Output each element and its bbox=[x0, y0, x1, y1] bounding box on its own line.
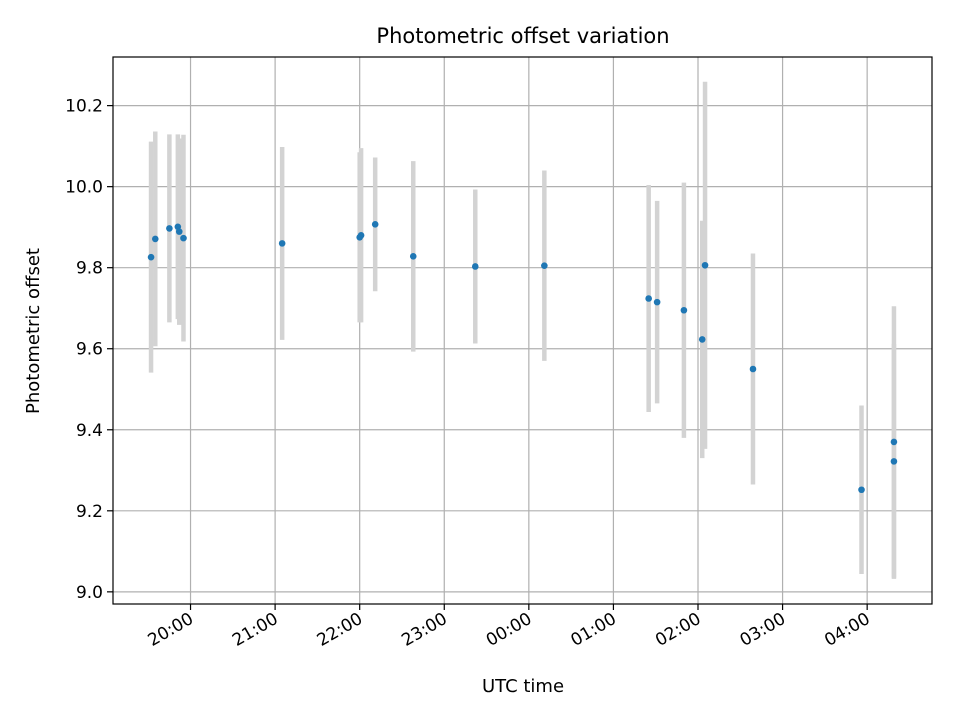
data-point bbox=[701, 261, 709, 269]
data-point bbox=[166, 225, 173, 232]
data-point bbox=[890, 438, 898, 446]
data-point bbox=[151, 235, 159, 243]
y-tick-label: 10.0 bbox=[65, 178, 103, 198]
x-axis-title: UTC time bbox=[482, 676, 564, 697]
data-point bbox=[175, 228, 183, 235]
data-point bbox=[698, 336, 706, 343]
y-tick-label: 10.2 bbox=[65, 97, 103, 117]
data-point bbox=[858, 486, 865, 494]
y-tick-label: 9.6 bbox=[76, 340, 103, 360]
data-point bbox=[278, 240, 286, 247]
data-point bbox=[147, 253, 155, 261]
y-axis-title: Photometric offset bbox=[23, 248, 44, 414]
data-point bbox=[749, 365, 757, 373]
y-tick-label: 9.0 bbox=[76, 583, 103, 603]
data-point bbox=[409, 253, 417, 260]
data-point bbox=[357, 231, 365, 239]
data-point bbox=[180, 234, 187, 242]
data-point bbox=[653, 298, 661, 306]
data-point bbox=[471, 263, 479, 270]
data-point bbox=[645, 295, 652, 302]
y-tick-label: 9.8 bbox=[76, 259, 103, 279]
y-tick-label: 9.4 bbox=[76, 421, 103, 441]
data-point bbox=[680, 306, 688, 314]
chart-title: Photometric offset variation bbox=[376, 24, 669, 48]
grid-layer bbox=[113, 57, 932, 604]
point-layer bbox=[147, 221, 898, 494]
data-point bbox=[371, 221, 379, 228]
y-tick-label: 9.2 bbox=[76, 502, 103, 522]
plot-area-frame bbox=[112, 56, 933, 605]
data-point bbox=[541, 262, 548, 269]
data-point bbox=[890, 458, 898, 465]
